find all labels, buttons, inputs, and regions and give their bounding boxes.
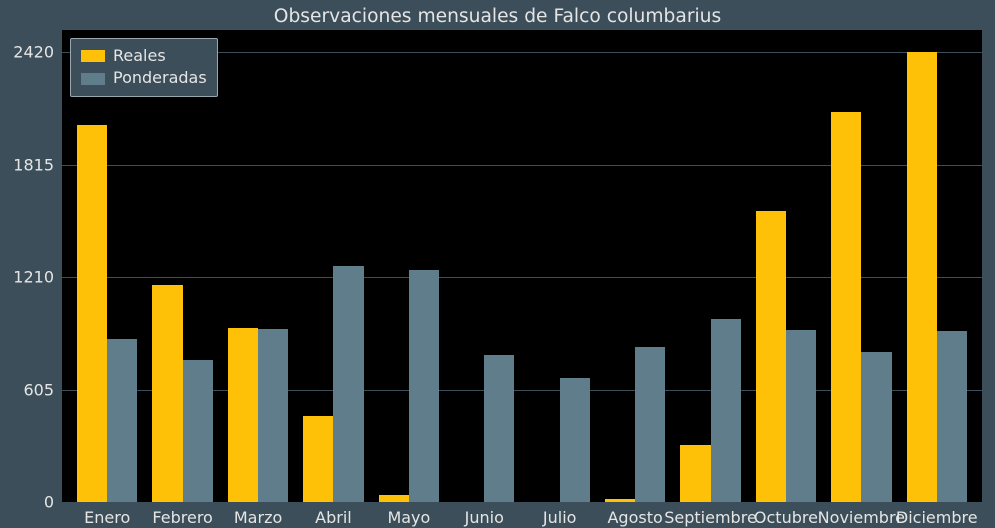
xtick-label: Febrero: [152, 502, 212, 527]
bar-reales: [303, 416, 333, 502]
bar-reales: [152, 285, 182, 502]
ytick-label: 1815: [13, 155, 62, 174]
bar-ponderadas: [560, 378, 590, 502]
bar-ponderadas: [937, 331, 967, 502]
bar-reales: [756, 211, 786, 502]
bar-ponderadas: [861, 352, 891, 502]
bar-reales: [907, 52, 937, 502]
legend-swatch: [81, 50, 105, 62]
legend-item-ponderadas: Ponderadas: [81, 67, 207, 89]
bar-ponderadas: [258, 329, 288, 502]
xtick-label: Noviembre: [818, 502, 905, 527]
legend-swatch: [81, 73, 105, 85]
figure: Observaciones mensuales de Falco columba…: [0, 0, 995, 528]
bar-ponderadas: [635, 347, 665, 502]
xtick-label: Junio: [465, 502, 504, 527]
xtick-label: Octubre: [754, 502, 818, 527]
bar-reales: [680, 445, 710, 502]
chart-title: Observaciones mensuales de Falco columba…: [0, 6, 995, 27]
bar-reales: [228, 328, 258, 502]
xtick-label: Julio: [543, 502, 577, 527]
xtick-label: Septiembre: [664, 502, 757, 527]
bar-ponderadas: [409, 270, 439, 502]
xtick-label: Diciembre: [896, 502, 978, 527]
legend-label: Ponderadas: [113, 67, 207, 89]
bar-reales: [379, 495, 409, 502]
bar-ponderadas: [183, 360, 213, 502]
bar-ponderadas: [711, 319, 741, 502]
bar-reales: [77, 125, 107, 502]
bar-reales: [831, 112, 861, 502]
legend: RealesPonderadas: [70, 38, 218, 97]
bar-ponderadas: [107, 339, 137, 502]
legend-label: Reales: [113, 45, 166, 67]
xtick-label: Agosto: [607, 502, 662, 527]
plot-area: 0605121018152420 EneroFebreroMarzoAbrilM…: [62, 30, 982, 502]
xtick-label: Enero: [84, 502, 130, 527]
legend-item-reales: Reales: [81, 45, 207, 67]
bar-ponderadas: [786, 330, 816, 502]
ytick-label: 605: [23, 380, 62, 399]
bar-ponderadas: [333, 266, 363, 502]
xtick-label: Marzo: [234, 502, 282, 527]
xtick-label: Mayo: [387, 502, 430, 527]
ytick-label: 1210: [13, 268, 62, 287]
bar-ponderadas: [484, 355, 514, 502]
xtick-label: Abril: [315, 502, 352, 527]
ytick-label: 2420: [13, 43, 62, 62]
ytick-label: 0: [44, 493, 62, 512]
